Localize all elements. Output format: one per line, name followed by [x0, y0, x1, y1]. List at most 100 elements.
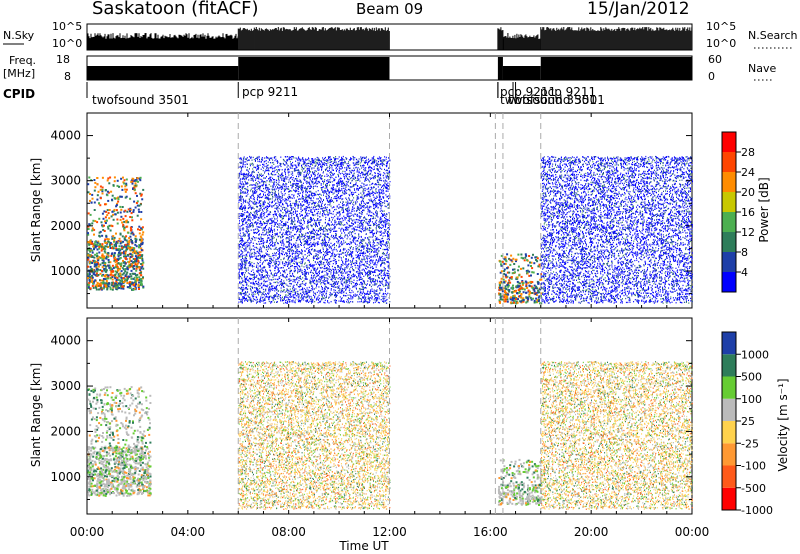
scatter-point	[100, 283, 102, 285]
scatter-point	[139, 257, 141, 259]
scatter-point	[125, 235, 127, 237]
scatter-point	[110, 288, 112, 290]
scatter-point	[124, 189, 126, 191]
scatter-point	[111, 284, 113, 286]
scatter-point	[97, 258, 99, 260]
scatter-point	[91, 268, 93, 270]
scatter-point	[91, 275, 93, 277]
scatter-point	[112, 275, 114, 277]
scatter-point	[110, 274, 112, 276]
scatter-point	[136, 266, 138, 268]
scatter-point	[101, 275, 103, 277]
scatter-point	[96, 244, 98, 246]
scatter-point	[87, 254, 89, 256]
scatter-point	[137, 262, 139, 264]
scatter-point	[116, 219, 118, 221]
scatter-point	[101, 221, 103, 223]
scatter-point	[258, 263, 259, 264]
scatter-point	[120, 219, 122, 221]
scatter-point	[136, 202, 138, 204]
scatter-point	[118, 279, 120, 281]
scatter-point	[107, 226, 109, 228]
scatter-point	[116, 284, 118, 286]
scatter-point	[105, 274, 107, 276]
scatter-point	[139, 269, 141, 271]
scatter-point	[340, 246, 341, 247]
scatter-point	[91, 281, 93, 283]
scatter-point	[335, 256, 336, 257]
scatter-point	[96, 253, 98, 255]
scatter-point	[101, 270, 103, 272]
scatter-point	[138, 276, 140, 278]
freq-bar	[498, 57, 503, 80]
scatter-point	[99, 285, 101, 287]
scatter-point	[116, 249, 118, 251]
scatter-point	[109, 177, 111, 179]
scatter-point	[129, 198, 131, 200]
scatter-point	[96, 263, 98, 265]
power-panel: 1000200030004000 Slant Range [km]	[29, 113, 693, 308]
scatter-point	[352, 203, 353, 204]
scatter-point	[138, 209, 140, 211]
scatter-point	[106, 220, 108, 222]
scatter-point	[242, 223, 243, 224]
scatter-point	[127, 278, 129, 280]
scatter-point	[100, 273, 102, 275]
scatter-point	[106, 280, 108, 282]
scatter-point	[120, 253, 122, 255]
scatter-point	[362, 194, 363, 195]
scatter-point	[113, 184, 115, 186]
scatter-point	[87, 183, 89, 185]
scatter-point	[108, 261, 110, 263]
scatter-point	[138, 246, 140, 248]
scatter-point	[121, 196, 123, 198]
scatter-point	[101, 235, 103, 237]
scatter-point	[123, 183, 125, 185]
scatter-point	[91, 262, 93, 264]
scatter-point	[114, 180, 116, 182]
scatter-point	[139, 254, 141, 256]
scatter-point	[365, 253, 366, 254]
scatter-point	[116, 279, 118, 281]
scatter-point	[117, 223, 119, 225]
scatter-point	[135, 283, 137, 285]
scatter-point	[140, 251, 142, 253]
scatter-point	[129, 281, 131, 283]
cpid-label: CPID	[3, 87, 35, 101]
scatter-point	[135, 263, 137, 265]
scatter-point	[139, 232, 141, 234]
scatter-point	[112, 279, 114, 281]
freq-bars	[87, 57, 692, 80]
scatter-point	[102, 177, 104, 179]
scatter-point	[112, 289, 114, 291]
scatter-point	[117, 201, 119, 203]
scatter-point	[124, 265, 126, 267]
scatter-point	[130, 253, 132, 255]
scatter-point	[120, 216, 122, 218]
scatter-point	[125, 220, 127, 222]
scatter-point	[111, 282, 113, 284]
scatter-point	[135, 252, 137, 254]
scatter-point	[123, 229, 125, 231]
scatter-point	[124, 279, 126, 281]
scatter-point	[90, 214, 92, 216]
scatter-point	[103, 268, 105, 270]
scatter-point	[93, 257, 95, 259]
scatter-point	[136, 268, 138, 270]
scatter-point	[121, 279, 123, 281]
scatter-point	[135, 179, 137, 181]
scatter-point	[100, 189, 102, 191]
freq-label-line1: Freq.	[9, 54, 36, 67]
scatter-point	[92, 220, 94, 222]
scatter-point	[122, 206, 124, 208]
scatter-point	[128, 237, 130, 239]
scatter-point	[112, 195, 114, 197]
scatter-point	[114, 237, 116, 239]
scatter-point	[140, 237, 142, 239]
scatter-point	[121, 222, 123, 224]
scatter-point	[105, 284, 107, 286]
scatter-point	[90, 287, 92, 289]
scatter-point	[137, 260, 139, 262]
scatter-point	[104, 262, 106, 264]
scatter-point	[142, 231, 144, 233]
